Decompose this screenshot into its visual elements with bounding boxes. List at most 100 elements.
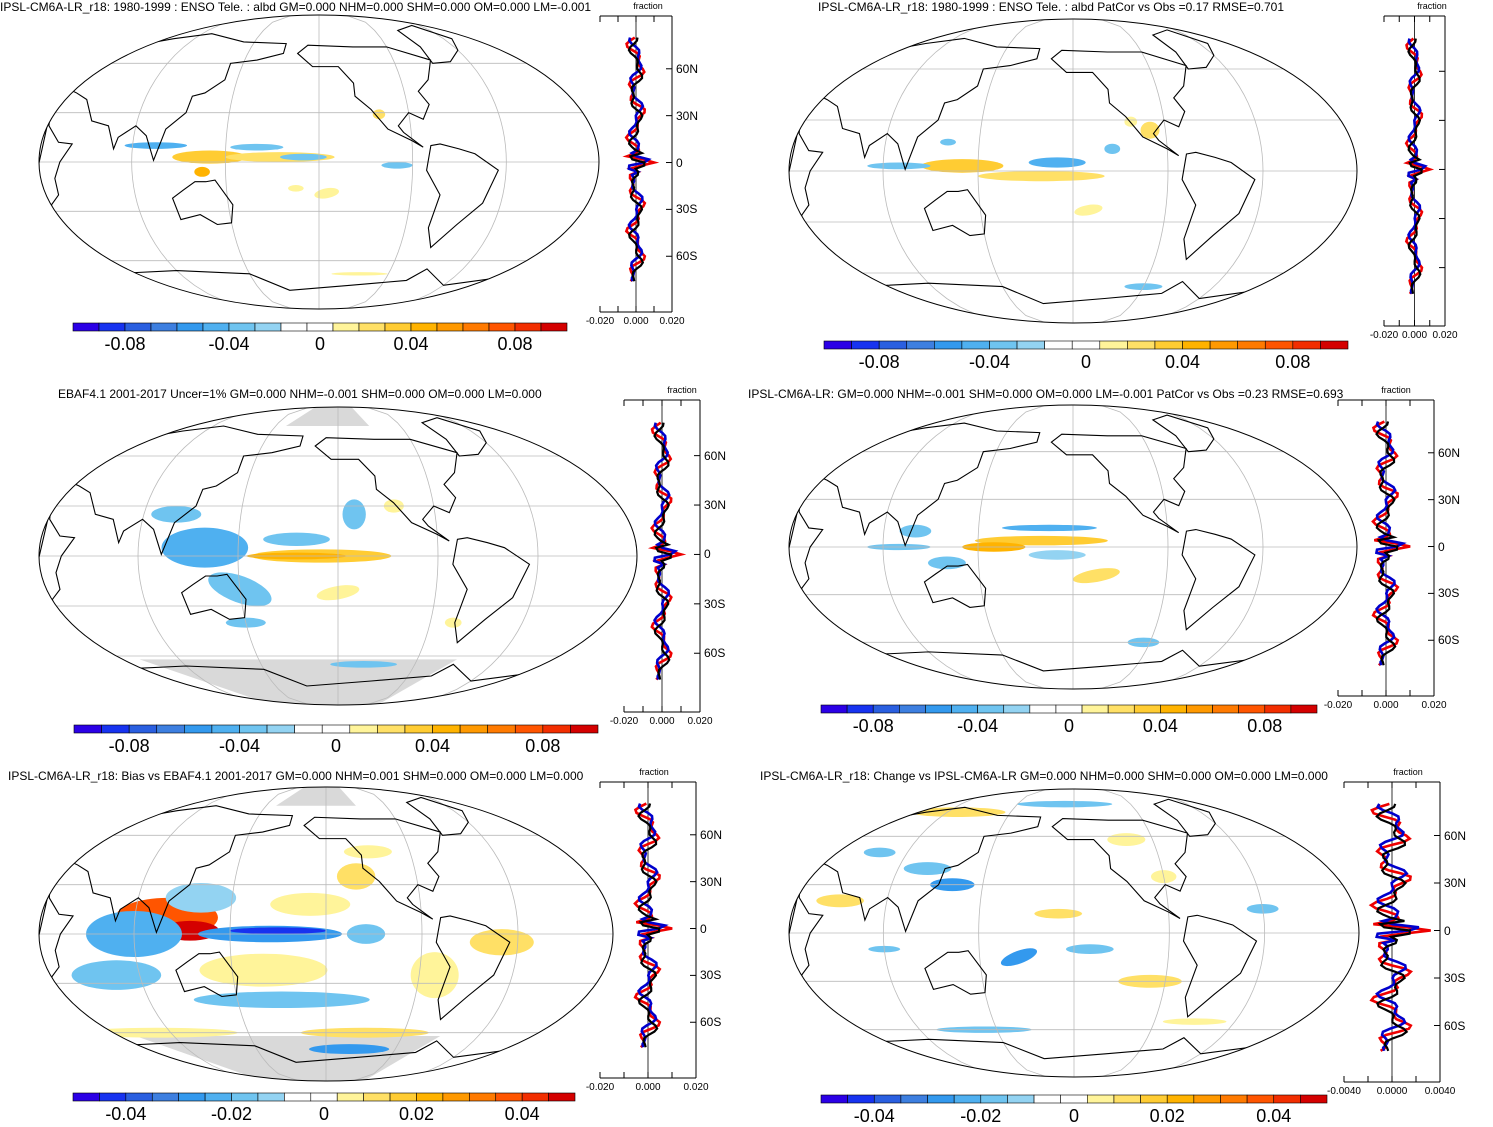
colorbar-swatch	[1193, 1094, 1221, 1104]
colorbar-tick-label: 0	[314, 334, 326, 354]
profile-x-tick-label: 0.000	[623, 316, 649, 327]
colorbar-swatch	[1160, 704, 1187, 714]
colorbar-tick-label: 0.04	[1142, 716, 1178, 736]
profile-lat-label: 60S	[1438, 633, 1460, 648]
coastline-eurasia	[67, 425, 304, 556]
colorbar-swatch	[961, 340, 990, 350]
colorbar: -0.08 -0.04 0 0.04 0.08	[820, 704, 1318, 744]
colorbar-tick-label: 0.08	[1275, 352, 1311, 372]
anomaly-region	[381, 162, 413, 169]
anomaly-region	[230, 143, 284, 151]
colorbar-swatch	[254, 322, 282, 332]
anomaly-region	[309, 1044, 390, 1055]
longitude-gridline	[1097, 789, 1170, 1077]
profile-lat-label: 30N	[704, 498, 727, 513]
longitude-gridline	[131, 15, 273, 309]
colorbar-swatch	[1033, 1094, 1061, 1104]
anomaly-region	[71, 960, 162, 990]
coastline-africa	[789, 884, 824, 990]
zonal-mean-profile: fraction -0.0040 0.0000 0.0040 60N 30N 0 30S 60…	[1327, 766, 1493, 1106]
profile-lat-label: 0	[700, 921, 707, 936]
colorbar-swatch	[878, 340, 908, 350]
profile-lat-label: 0	[1438, 539, 1445, 554]
longitude-gridline	[349, 787, 423, 1081]
profile-unit: fraction	[1393, 767, 1423, 777]
colorbar-tick-label: 0.02	[1149, 1106, 1185, 1126]
anomaly-region	[372, 109, 386, 120]
colorbar-swatch	[570, 724, 599, 734]
longitude-gridline	[1120, 405, 1264, 689]
colorbar-swatch	[432, 724, 461, 734]
anomaly-region	[161, 527, 249, 568]
colorbar-swatch	[306, 322, 334, 332]
profile-unit: fraction	[1381, 385, 1411, 395]
anomaly-region	[1065, 944, 1114, 954]
colorbar-swatch	[436, 322, 464, 332]
colorbar-swatch	[1003, 704, 1031, 714]
colorbar-swatch	[487, 724, 516, 734]
anomaly-region	[288, 185, 304, 192]
profile-x-tick-label: 0.020	[659, 316, 685, 327]
coastline-greenland	[1152, 798, 1216, 837]
colorbar-tick-label: 0.08	[1247, 716, 1283, 736]
profile-unit: fraction	[667, 385, 697, 395]
colorbar-swatch	[336, 1092, 364, 1102]
colorbar-swatch	[211, 724, 240, 734]
colorbar-tick-label: 0.04	[414, 736, 451, 756]
colorbar-swatch	[72, 322, 100, 332]
profile-lat-label: 30S	[704, 596, 726, 611]
longitude-gridline	[342, 15, 414, 309]
world-map	[788, 404, 1358, 690]
anomaly-region	[172, 150, 248, 164]
colorbar-swatch	[1273, 1094, 1301, 1104]
coastline-eurasia	[815, 37, 1041, 172]
anomaly-region	[193, 991, 370, 1008]
map-border	[788, 404, 1358, 690]
longitude-gridline	[1120, 19, 1264, 323]
coastline-africa	[789, 499, 824, 604]
coastline-antarctica	[861, 649, 1285, 689]
colorbar-swatch	[228, 322, 256, 332]
colorbar-swatch	[1133, 704, 1161, 714]
colorbar-swatch	[98, 322, 126, 332]
colorbar-swatch	[1016, 340, 1045, 350]
world-map	[38, 14, 600, 310]
profile-unit: fraction	[639, 767, 669, 777]
anomaly-region	[927, 556, 966, 570]
colorbar-swatch	[184, 724, 213, 734]
colorbar-swatch	[1044, 340, 1073, 350]
profile-lat-label: 60N	[1444, 828, 1467, 843]
panel-ipsl-base: IPSL-CM6A-LR: GM=0.000 NHM=-0.001 SHM=0.…	[748, 384, 1493, 764]
profile-x-tick-label: 0.020	[687, 716, 713, 727]
colorbar-swatch	[321, 724, 351, 734]
coastline-namerica	[1051, 818, 1189, 919]
zonal-mean-profile: fraction -0.020 0.000 0.020 60N 30N 0 30S 60S	[1324, 384, 1493, 720]
longitude-gridline	[1096, 405, 1169, 689]
colorbar-swatch	[1186, 704, 1213, 714]
colorbar-swatch	[823, 340, 852, 350]
colorbar-swatch	[1264, 704, 1292, 714]
colorbar-swatch	[151, 1092, 179, 1102]
colorbar-swatch	[1246, 1094, 1275, 1104]
coastline-namerica	[1050, 433, 1187, 534]
anomaly-region	[279, 153, 327, 161]
panel-change: IPSL-CM6A-LR_r18: Change vs IPSL-CM6A-LR…	[748, 766, 1493, 1127]
profile-x-tick-label: -0.020	[585, 316, 615, 327]
colorbar-swatch	[280, 322, 308, 332]
colorbar-swatch	[150, 322, 178, 332]
longitude-gridline	[1121, 789, 1266, 1077]
colorbar-swatch	[1107, 704, 1135, 714]
coastline-australia	[175, 951, 239, 998]
anomaly-region	[863, 847, 896, 858]
anomaly-region	[910, 807, 1006, 817]
colorbar-swatch	[1087, 1094, 1115, 1104]
mean-profile-line	[1375, 803, 1412, 1052]
colorbar-tick-label: -0.08	[852, 716, 894, 736]
colorbar-tick-label: 0.04	[1256, 1106, 1292, 1126]
profile-unit: fraction	[1417, 1, 1447, 11]
longitude-gridline	[387, 407, 539, 705]
panel-title: IPSL-CM6A-LR_r18: Change vs IPSL-CM6A-LR…	[760, 769, 1328, 783]
profile-lat-label: 60N	[704, 448, 727, 463]
panel-title: IPSL-CM6A-LR_r18: Bias vs EBAF4.1 2001-2…	[8, 769, 584, 783]
profile-x-tick-label: 0.020	[1421, 700, 1447, 711]
